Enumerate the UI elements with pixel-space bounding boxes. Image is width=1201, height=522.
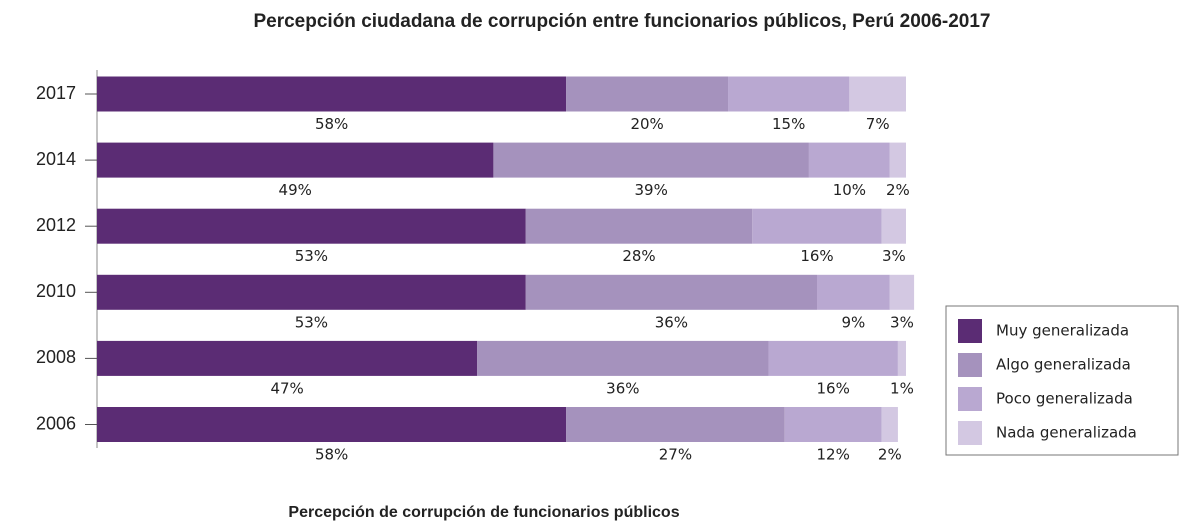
legend-swatch (958, 421, 982, 445)
value-label: 16% (800, 247, 833, 265)
value-label: 16% (817, 379, 850, 397)
value-label: 15% (772, 115, 805, 133)
value-label: 12% (817, 446, 850, 464)
value-label: 53% (295, 313, 328, 331)
value-label: 20% (630, 115, 663, 133)
legend-label: Nada generalizada (996, 424, 1137, 442)
bar-segment (889, 274, 915, 310)
value-label: 10% (833, 181, 866, 199)
bar-segment (477, 340, 769, 376)
value-label: 1% (890, 379, 914, 397)
value-label: 36% (606, 379, 639, 397)
bar-segment (881, 407, 898, 442)
legend-label: Poco generalizada (996, 390, 1133, 408)
value-label: 49% (279, 181, 312, 199)
chart-title: Percepción ciudadana de corrupción entre… (253, 11, 990, 32)
legend-label: Algo generalizada (996, 356, 1131, 374)
value-label: 58% (315, 115, 348, 133)
bar-segment (728, 76, 850, 112)
value-label: 7% (866, 115, 890, 133)
bar-segment (97, 208, 526, 244)
value-label: 47% (270, 379, 303, 397)
value-label: 28% (622, 247, 655, 265)
bar-segment (97, 274, 526, 310)
value-label: 39% (634, 181, 667, 199)
value-label: 9% (842, 313, 866, 331)
y-tick-label: 2014 (36, 149, 76, 169)
bar-segment (849, 76, 906, 112)
value-label: 3% (890, 313, 914, 331)
y-tick-label: 2017 (36, 83, 76, 103)
y-tick-label: 2010 (36, 281, 76, 301)
bar-segment (493, 142, 809, 178)
value-label: 2% (886, 181, 910, 199)
legend-box (945, 305, 1179, 456)
value-label: 3% (882, 247, 906, 265)
bar-segment (97, 142, 494, 178)
value-label: 2% (878, 446, 902, 464)
bar-segment (752, 208, 882, 244)
bar-segment (897, 340, 906, 376)
y-tick-label: 2012 (36, 215, 76, 235)
value-label: 36% (655, 313, 688, 331)
bar-segment (97, 76, 567, 112)
value-label: 58% (315, 446, 348, 464)
bar-segment (566, 407, 785, 442)
y-tick-label: 2006 (36, 413, 76, 433)
bar-segment (808, 142, 890, 178)
bar-segment (525, 208, 753, 244)
bar-segment (881, 208, 906, 244)
x-axis-label: Percepción de corrupción de funcionarios… (288, 504, 679, 521)
value-label: 27% (659, 446, 692, 464)
legend-label: Muy generalizada (996, 322, 1129, 340)
bar-segment (768, 340, 898, 376)
bar-segment (817, 274, 890, 310)
bar-segment (784, 407, 882, 442)
y-tick-label: 2008 (36, 347, 76, 367)
value-label: 53% (295, 247, 328, 265)
bar-segment (525, 274, 818, 310)
bar-segment (566, 76, 729, 112)
bar-segment (97, 407, 567, 442)
legend-swatch (958, 353, 982, 377)
legend-swatch (958, 387, 982, 411)
bar-segment (97, 340, 478, 376)
legend-swatch (958, 319, 982, 343)
bar-segment (889, 142, 906, 178)
